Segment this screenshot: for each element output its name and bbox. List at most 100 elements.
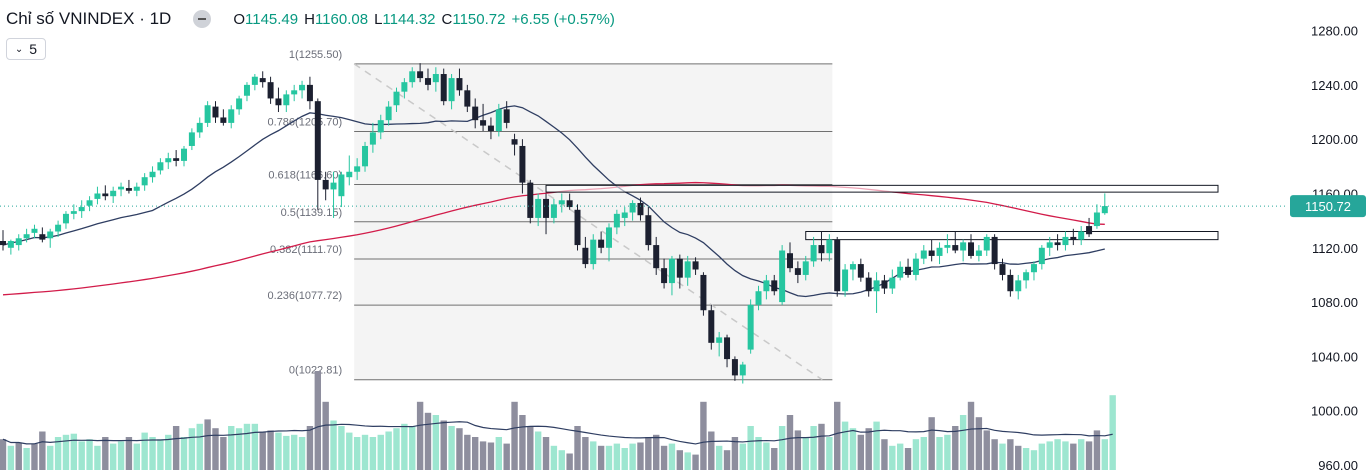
volume-bar (204, 419, 211, 470)
candle-body (1078, 231, 1085, 240)
volume-bar (503, 443, 510, 470)
candle-body (991, 236, 998, 265)
volume-bar (456, 428, 463, 470)
volume-bar (621, 448, 628, 470)
candle-body (676, 258, 683, 278)
volume-ma-line (2, 421, 1113, 445)
volume-bar (928, 417, 935, 470)
candle-body (220, 117, 227, 123)
volume-bar (1054, 439, 1061, 470)
volume-bar (1022, 448, 1030, 470)
volume-bar (1015, 445, 1022, 470)
fib-level-label: 0.5(1139.15) (281, 207, 343, 219)
candle-body (818, 245, 825, 254)
candle-body (653, 245, 660, 269)
volume-bar (440, 420, 447, 470)
candle-body (70, 211, 77, 214)
volume-bar (865, 428, 872, 470)
candle-body (47, 231, 54, 239)
candle-body (566, 200, 573, 208)
volume-bar (904, 448, 912, 470)
volume-bar (802, 437, 809, 470)
fib-level-label: 0(1022.81) (289, 365, 342, 377)
candle-body (661, 268, 668, 284)
candle-body (535, 198, 542, 218)
volume-bar (597, 445, 605, 470)
candle-body (228, 109, 235, 123)
price-change: +6.55 (+0.57%) (511, 10, 615, 28)
ma-toggle-button[interactable]: ⌄ 5 (6, 38, 46, 60)
volume-bar (936, 437, 943, 470)
candle-body (684, 261, 691, 278)
volume-bar (346, 432, 353, 470)
candle-body (141, 177, 148, 186)
candle-body (842, 269, 849, 292)
candle-body (62, 213, 69, 224)
candle-body (110, 190, 117, 197)
volume-bar (763, 442, 770, 470)
candle-body (724, 337, 731, 360)
volume-bar (889, 445, 896, 470)
volume-bar (944, 434, 951, 470)
volume-bar (542, 437, 550, 470)
candle-body (668, 258, 675, 284)
volume-bar (220, 437, 227, 470)
candle-body (448, 78, 455, 102)
candle-body (613, 213, 620, 228)
candle-body (15, 238, 22, 246)
volume-bar (731, 437, 739, 470)
volume-bar (54, 437, 62, 470)
candle-body (487, 125, 494, 132)
volume-bar (464, 434, 471, 470)
volume-bar (385, 431, 392, 470)
candle-body (299, 84, 306, 91)
volume-bar (1093, 430, 1101, 470)
y-axis-tick-label: 960.00 (1318, 458, 1358, 470)
volume-bar (912, 439, 920, 470)
candle-body (440, 74, 447, 102)
volume-bar (826, 437, 833, 470)
volume-bar (228, 426, 235, 470)
candle-body (747, 304, 754, 350)
volume-bar (967, 401, 975, 470)
volume-bar (235, 428, 243, 470)
volume-bar (550, 445, 558, 470)
volume-bar (117, 441, 125, 470)
candle-body (204, 105, 211, 123)
candle-body (849, 264, 856, 270)
volume-bar (700, 401, 707, 470)
candle-body (338, 174, 345, 197)
candle-body (259, 78, 266, 83)
volume-bar (448, 426, 455, 470)
last-price-badge (1290, 195, 1366, 218)
candle-body (1007, 274, 1014, 292)
candle-body (31, 228, 38, 233)
volume-bar (487, 442, 495, 470)
volume-bar (377, 434, 384, 470)
candle-body (763, 280, 770, 292)
candle-body (1086, 226, 1093, 235)
candle-body (936, 247, 943, 256)
volume-bar (566, 453, 573, 470)
volume-bar (1038, 443, 1046, 470)
candle-body (692, 261, 699, 270)
candle-body (0, 241, 6, 246)
volume-bar (212, 428, 219, 470)
volume-bar (1007, 439, 1014, 470)
price-zone (805, 230, 1219, 241)
candle-body (417, 71, 424, 79)
y-axis-tick-label: 1240.00 (1311, 78, 1358, 93)
volume-bar (338, 426, 345, 470)
volume-bar (102, 437, 109, 470)
candle-body (598, 239, 605, 248)
y-axis-tick-label: 1040.00 (1311, 349, 1358, 364)
candle-body (125, 188, 132, 191)
candle-body (330, 182, 337, 190)
candle-body (928, 250, 935, 256)
candle-body (7, 241, 14, 248)
volume-bar (1030, 450, 1038, 470)
candle-body (495, 109, 502, 132)
minus-icon[interactable] (193, 10, 212, 28)
chart-header: Chỉ số VNINDEX · 1D O1145.49 H1160.08 L1… (6, 9, 615, 29)
